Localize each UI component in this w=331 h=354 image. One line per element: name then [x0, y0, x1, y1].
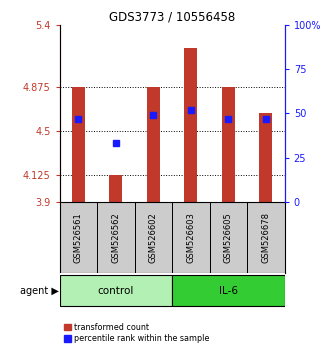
Bar: [72, 87, 85, 202]
Bar: [184, 48, 197, 202]
Bar: [172, 275, 285, 307]
Text: GSM526605: GSM526605: [224, 212, 233, 263]
Bar: [247, 202, 285, 273]
Bar: [60, 202, 97, 273]
Text: agent ▶: agent ▶: [20, 286, 59, 296]
Bar: [109, 175, 122, 202]
Bar: [172, 202, 210, 273]
Bar: [60, 275, 172, 307]
Title: GDS3773 / 10556458: GDS3773 / 10556458: [109, 11, 235, 24]
Text: GSM526561: GSM526561: [74, 212, 83, 263]
Text: GSM526603: GSM526603: [186, 212, 195, 263]
Bar: [97, 202, 135, 273]
Text: GSM526602: GSM526602: [149, 212, 158, 263]
Bar: [210, 202, 247, 273]
Bar: [147, 87, 160, 202]
Legend: transformed count, percentile rank within the sample: transformed count, percentile rank withi…: [60, 320, 213, 347]
Bar: [222, 87, 235, 202]
Text: GSM526562: GSM526562: [111, 212, 120, 263]
Text: IL-6: IL-6: [219, 286, 238, 296]
Text: GSM526678: GSM526678: [261, 212, 270, 263]
Text: control: control: [98, 286, 134, 296]
Bar: [135, 202, 172, 273]
Bar: [259, 113, 272, 202]
